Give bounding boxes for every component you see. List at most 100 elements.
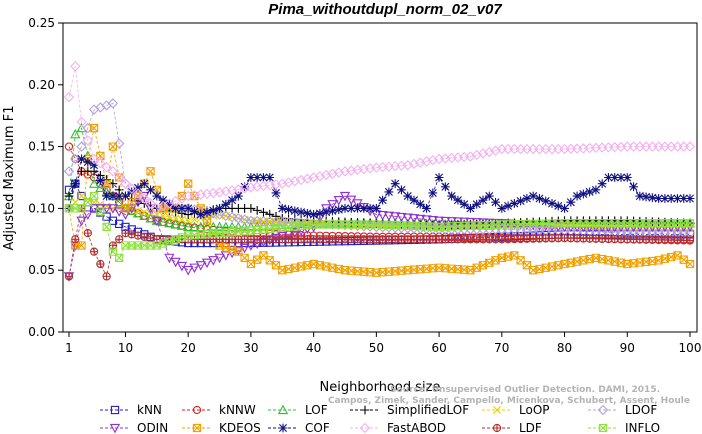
data-point	[190, 207, 199, 216]
data-point	[271, 188, 281, 198]
data-point	[133, 183, 143, 193]
data-point	[121, 191, 130, 201]
data-point	[83, 157, 93, 167]
legend-label: COF	[305, 421, 330, 434]
data-point	[157, 216, 169, 227]
legend-item-cof: COF	[268, 421, 330, 434]
data-point	[433, 216, 445, 227]
data-point	[189, 221, 200, 232]
data-point	[76, 216, 87, 227]
data-point	[421, 215, 432, 225]
legend-marker	[192, 423, 202, 433]
data-point	[83, 228, 92, 238]
data-point	[635, 191, 645, 201]
data-point	[572, 191, 582, 201]
legend-item-lof: LOF	[268, 403, 328, 417]
data-point	[434, 173, 444, 182]
data-point	[64, 272, 74, 281]
legend-label: kNNW	[219, 403, 256, 417]
data-point	[146, 167, 155, 176]
data-point	[283, 177, 294, 188]
data-point	[114, 196, 125, 207]
data-point	[189, 263, 200, 274]
data-point	[333, 167, 344, 178]
data-point	[490, 145, 501, 156]
data-point	[195, 261, 206, 271]
data-point	[321, 204, 332, 214]
legend-marker	[359, 422, 371, 434]
data-point	[346, 204, 356, 213]
data-point	[233, 213, 244, 224]
data-point	[215, 204, 224, 213]
data-point	[509, 199, 519, 208]
data-point	[70, 179, 80, 189]
x-tick-label: 40	[306, 341, 321, 355]
data-point	[239, 214, 250, 225]
data-point	[408, 158, 420, 170]
data-point	[184, 216, 193, 225]
data-point	[152, 191, 162, 201]
data-point	[415, 199, 425, 209]
data-point	[89, 123, 99, 133]
data-point	[89, 247, 99, 256]
legend-label: kNN	[137, 403, 162, 417]
data-point	[566, 197, 576, 207]
data-point	[233, 191, 243, 201]
y-axis: 0.00 0.05 0.10 0.15 0.20 0.25	[28, 16, 63, 339]
data-point	[302, 208, 312, 218]
data-point	[647, 193, 657, 203]
data-point	[497, 204, 507, 213]
y-tick-label: 0.10	[28, 201, 55, 215]
data-point	[240, 182, 250, 192]
y-tick-label: 0.15	[28, 140, 55, 154]
series-cof	[64, 154, 695, 219]
data-point	[427, 215, 438, 226]
data-point	[465, 151, 476, 162]
data-point	[201, 258, 213, 269]
data-point	[139, 193, 150, 204]
data-point	[120, 210, 131, 220]
data-point	[208, 256, 219, 266]
legend-label: LOF	[305, 403, 328, 417]
data-point	[126, 204, 137, 214]
data-point	[246, 173, 256, 182]
series-layer	[63, 61, 696, 282]
data-point	[547, 199, 557, 208]
data-point	[89, 191, 99, 201]
x-axis: 1 10 20 30 40 50 60 70 80 90 100	[65, 332, 701, 355]
data-point	[152, 185, 161, 195]
x-tick-label: 30	[243, 341, 258, 355]
data-point	[214, 253, 225, 264]
legend-label: KDEOS	[219, 421, 261, 434]
legend-label: INFLO	[625, 421, 660, 434]
data-point	[82, 135, 93, 146]
data-point	[334, 205, 344, 215]
data-point	[164, 199, 174, 209]
data-point	[177, 215, 186, 224]
data-point	[101, 204, 112, 214]
data-point	[528, 191, 538, 201]
legend-marker	[277, 404, 289, 415]
data-point	[377, 211, 388, 221]
data-point	[265, 173, 275, 182]
data-point	[427, 155, 438, 166]
data-point	[452, 217, 464, 227]
data-point	[246, 204, 256, 213]
data-point	[239, 243, 250, 254]
data-point	[96, 259, 105, 269]
data-point	[289, 228, 300, 238]
series-inflo	[64, 191, 695, 262]
credit-line-1: Source: Unsupervised Outlier Detection. …	[390, 385, 660, 395]
data-point	[641, 192, 651, 202]
data-point	[76, 116, 87, 128]
x-tick-label: 80	[557, 341, 572, 355]
legend-label: FastABOD	[387, 421, 446, 434]
legend-label: LoOP	[519, 403, 550, 417]
data-point	[107, 98, 119, 109]
data-point	[95, 176, 105, 185]
data-point	[384, 187, 394, 197]
series-line-cof	[68, 158, 690, 216]
series-line-fastabod	[68, 66, 690, 209]
data-point	[477, 148, 489, 159]
